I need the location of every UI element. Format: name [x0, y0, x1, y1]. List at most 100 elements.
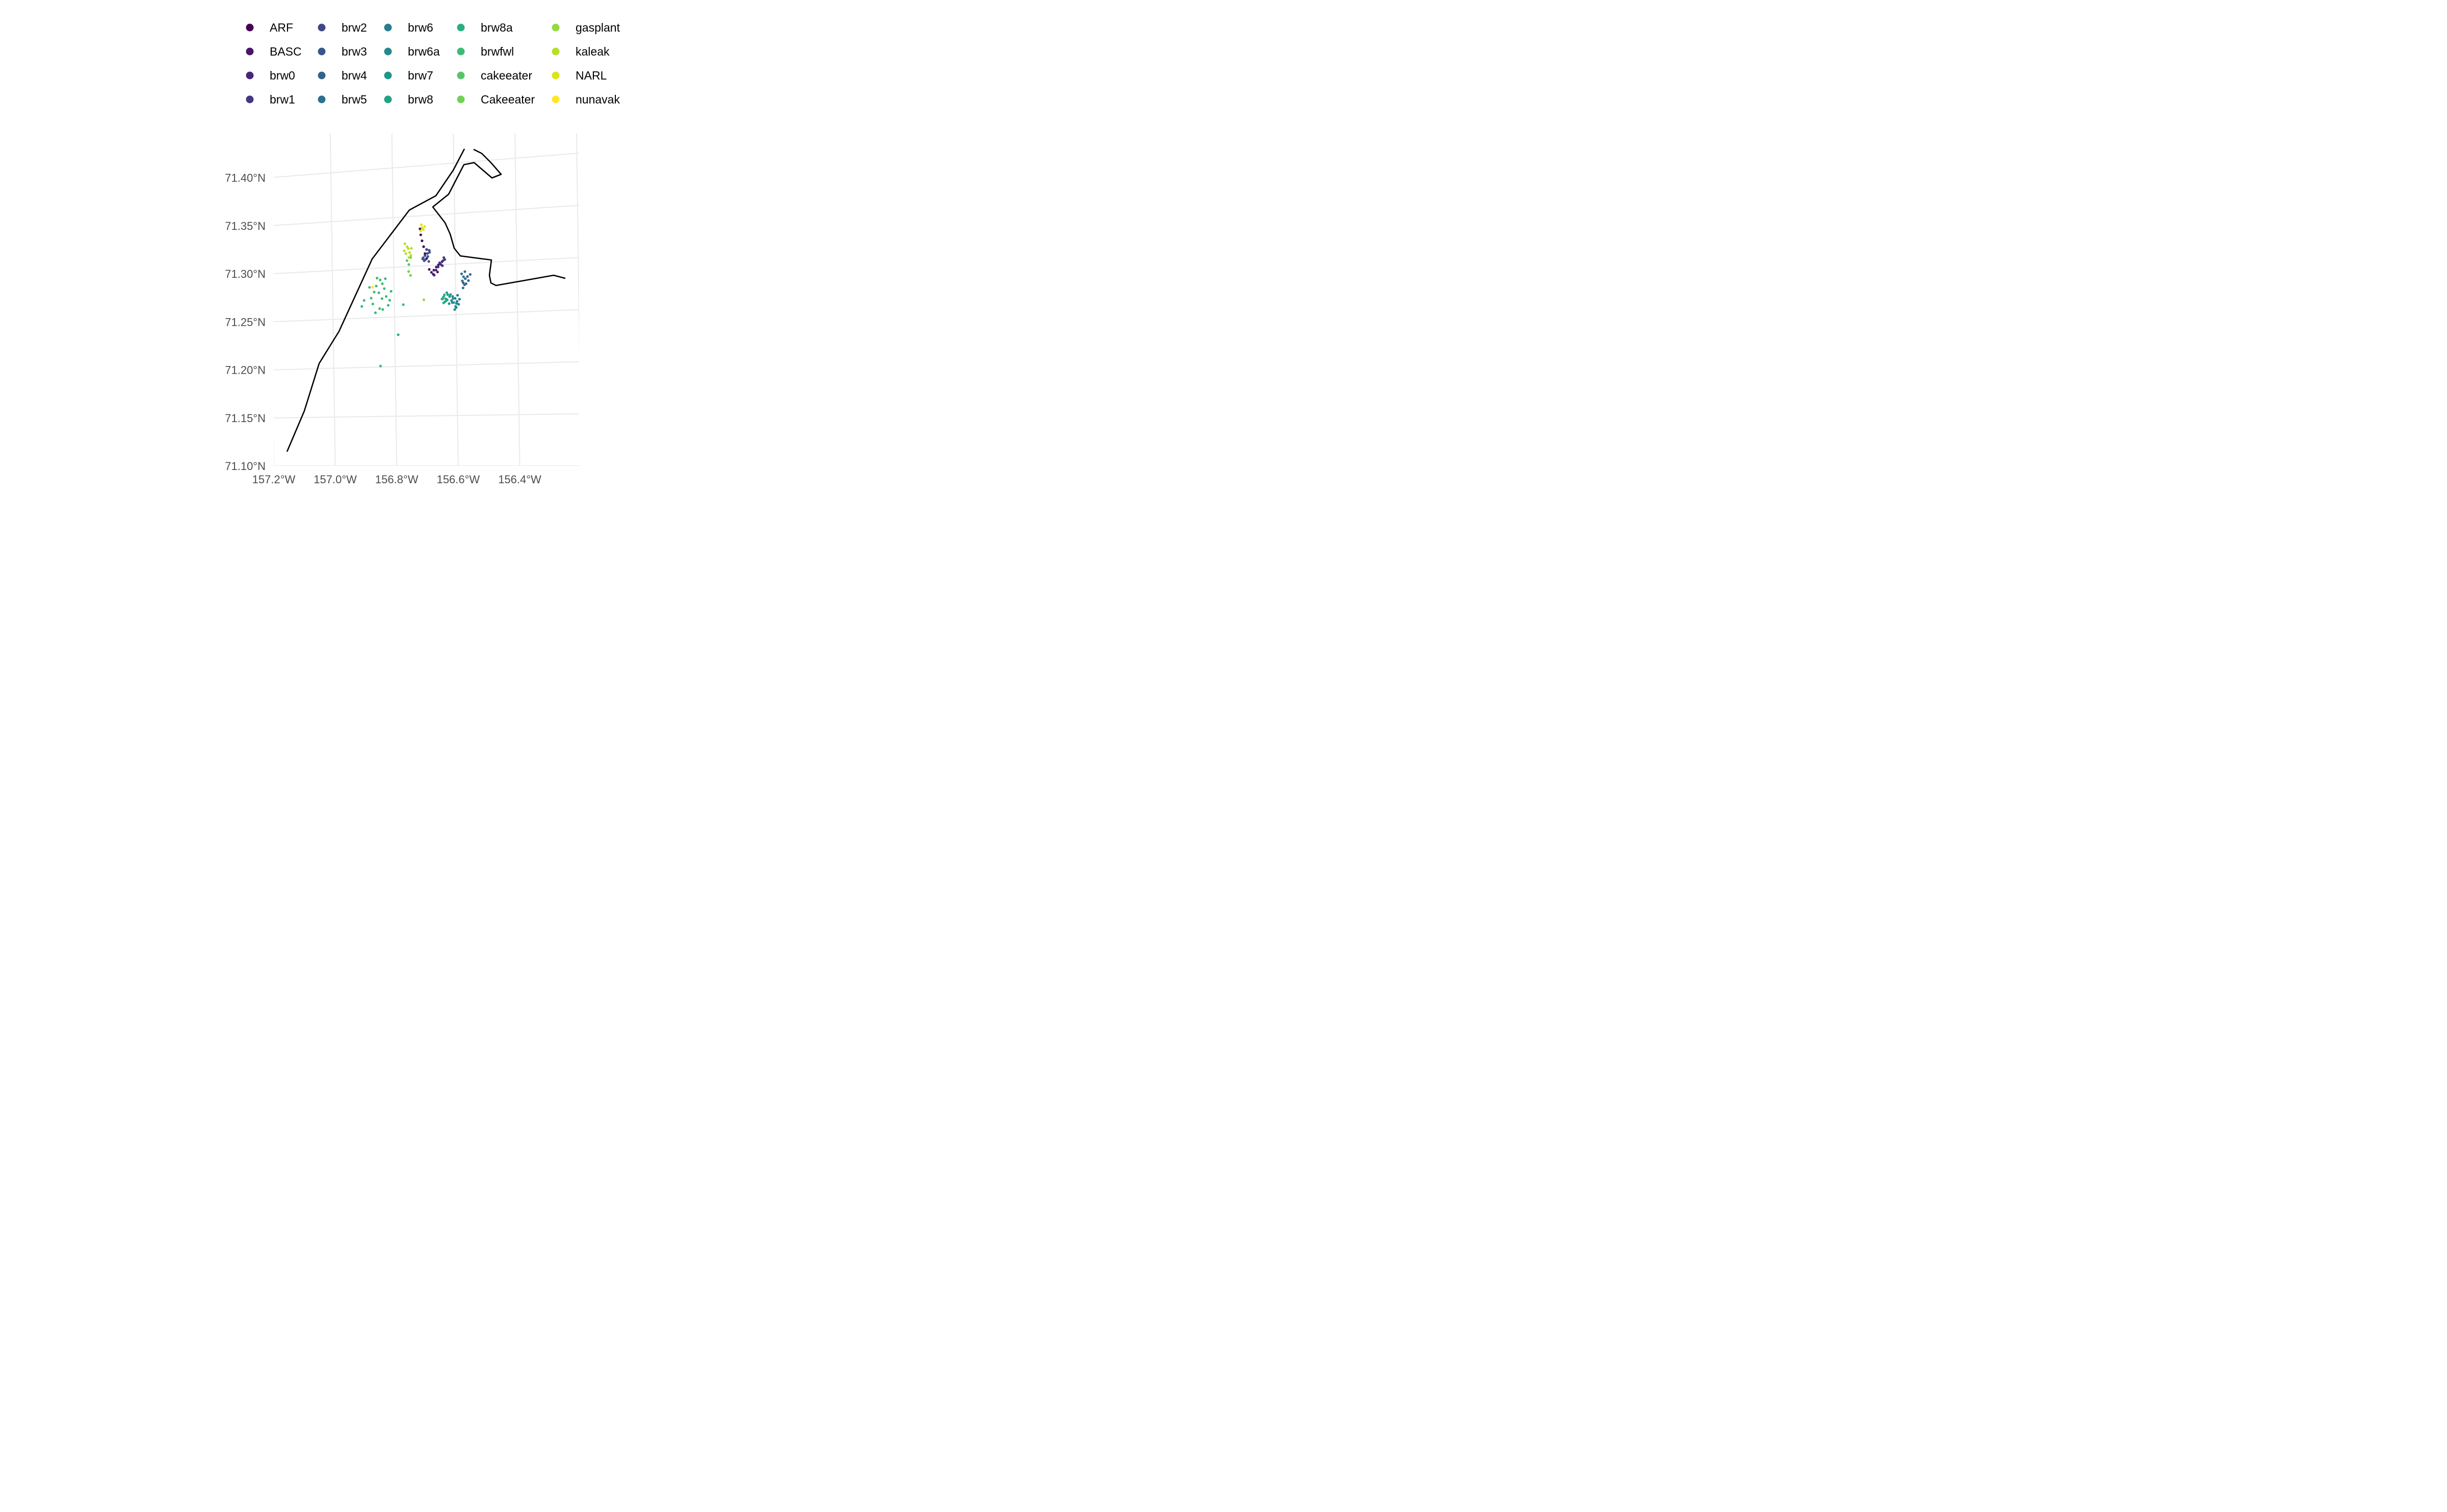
point-brwfwl-3	[377, 291, 380, 295]
grid-parallel-6	[274, 204, 579, 226]
y-tick-label: 71.20°N	[225, 364, 266, 377]
legend-item-kaleak: kaleak	[552, 45, 610, 58]
point-brw8a-2	[445, 299, 448, 302]
legend-label: brw2	[342, 21, 367, 34]
point-ARF-4	[419, 233, 422, 237]
grid-meridian-4	[514, 134, 520, 466]
legend-item-brw5: brw5	[318, 93, 367, 106]
point-brwfwl-14	[378, 307, 381, 310]
point-brwfwl-6	[383, 287, 386, 290]
point-brwfwl-19	[388, 299, 392, 302]
point-brw8a-0	[440, 297, 444, 301]
legend-label: brw8a	[481, 21, 513, 34]
legend-label: gasplant	[576, 21, 620, 34]
point-brw6-4	[456, 294, 459, 297]
point-brw3-5	[427, 260, 430, 263]
point-brw1-3	[438, 262, 441, 265]
point-NARL-0	[419, 229, 422, 232]
data-points	[360, 223, 472, 368]
point-NARL-1	[421, 226, 424, 229]
legend-key	[384, 71, 392, 80]
point-brw6-1	[456, 300, 459, 303]
legend-key	[552, 95, 560, 103]
point-brwfwl-17	[360, 305, 363, 308]
grid-meridian-1	[329, 134, 336, 466]
coastline-point-barrow	[432, 148, 566, 286]
legend-label: ARF	[270, 21, 293, 34]
series-Cakeeater	[407, 270, 412, 277]
point-brw4-2	[466, 275, 469, 278]
series-gasplant	[422, 298, 426, 301]
point-ARF-2	[422, 245, 425, 248]
legend-label: Cakeeater	[481, 93, 535, 106]
point-BASC-1	[432, 269, 435, 272]
grid-meridian-0	[274, 430, 275, 466]
legend-label: NARL	[576, 69, 607, 82]
point-brwfwl-8	[371, 302, 374, 305]
point-brw8-4	[445, 291, 449, 294]
legend-key	[457, 71, 465, 80]
chart: 157.2°W 157.0°W 156.8°W 156.6°W 156.4°W 71.1…	[225, 21, 620, 486]
point-brw7-1	[448, 295, 451, 298]
point-brw8a-3	[442, 301, 445, 304]
point-kaleak-2	[408, 251, 411, 254]
legend-item-BASC: BASC	[246, 45, 302, 58]
grid-parallel-4	[274, 309, 579, 323]
grid-parallel-2	[274, 413, 579, 419]
series-cakeeater	[405, 256, 412, 266]
point-brwfwl-22	[379, 364, 382, 368]
point-brw6a-4	[453, 308, 456, 311]
point-brw8-0	[442, 295, 445, 299]
series-brw1	[438, 256, 447, 267]
point-brw7-3	[448, 302, 451, 305]
legend-key	[318, 95, 326, 103]
point-brw6a-0	[450, 299, 453, 302]
point-kaleak-4	[409, 254, 412, 257]
x-tick-label: 157.0°W	[314, 473, 357, 486]
legend-label: brw1	[270, 93, 295, 106]
point-BASC-5	[428, 268, 431, 271]
point-brw4-0	[462, 281, 465, 284]
point-kaleak-5	[403, 249, 406, 252]
legend-label: brw8	[408, 93, 433, 106]
point-brwfwl-5	[380, 297, 383, 300]
point-kaleak-0	[404, 252, 407, 255]
legend-item-Cakeeater: Cakeeater	[457, 93, 535, 106]
point-brwfwl-7	[385, 295, 388, 298]
legend-key	[552, 71, 560, 80]
legend-item-ARF: ARF	[246, 21, 293, 34]
point-brw8a-1	[443, 293, 446, 297]
y-tick-label: 71.15°N	[225, 412, 266, 425]
x-tick-label: 157.2°W	[252, 473, 296, 486]
point-brw3-1	[426, 255, 429, 258]
point-brwfwl-2	[375, 284, 378, 288]
legend-key	[384, 47, 392, 56]
legend-label: brwfwl	[481, 45, 514, 58]
legend-key	[246, 71, 254, 80]
legend-item-brw8a: brw8a	[457, 21, 513, 34]
point-brwfwl-0	[370, 297, 373, 300]
grid-meridian-5	[576, 134, 579, 358]
series-ARF	[419, 227, 428, 260]
point-NARL-4	[423, 225, 426, 228]
point-kaleak-6	[407, 256, 411, 259]
point-BASC-0	[430, 271, 433, 274]
series-brw5	[460, 270, 466, 290]
legend-key	[384, 95, 392, 103]
legend-item-brw0: brw0	[246, 69, 295, 82]
legend-label: brw5	[342, 93, 367, 106]
point-brwfwl-11	[376, 276, 379, 280]
point-brw2-1	[424, 254, 427, 257]
point-brw6-0	[454, 297, 457, 300]
point-brwfwl-20	[402, 303, 405, 306]
legend-key	[318, 47, 326, 56]
legend-item-brw3: brw3	[318, 45, 367, 58]
point-brw6a-5	[455, 302, 458, 305]
point-brw5-1	[462, 275, 465, 278]
series-brwfwl	[360, 276, 405, 368]
series-brw6	[454, 294, 461, 309]
series-brw7	[446, 293, 455, 305]
point-brw4-5	[467, 279, 470, 282]
grid-meridian-2	[391, 134, 398, 466]
legend-item-cakeeater: cakeeater	[457, 69, 532, 82]
